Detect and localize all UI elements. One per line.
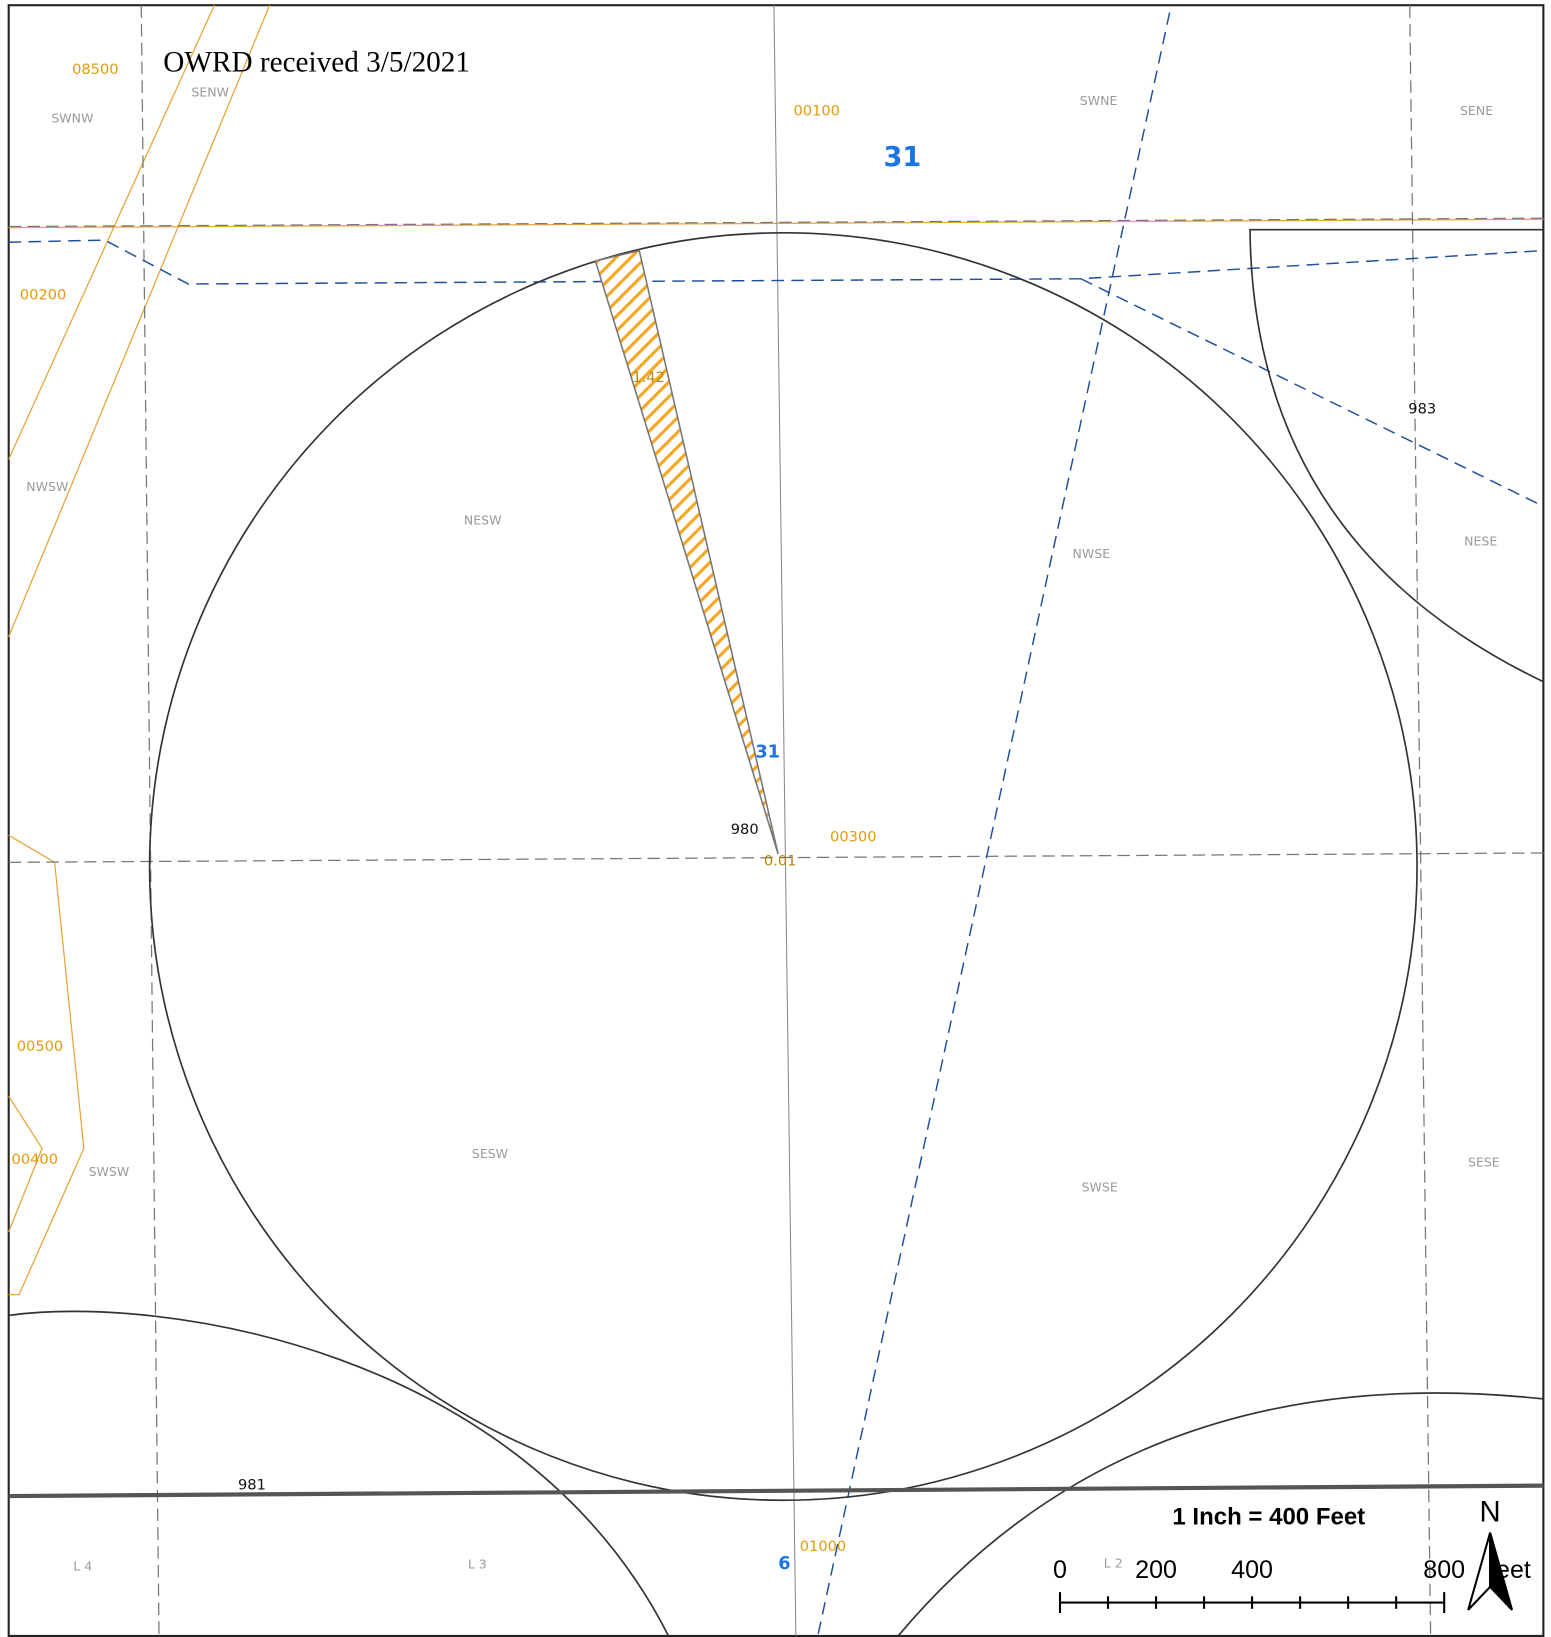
scale-bar [1058, 1592, 1446, 1613]
quarter-label: NWSE [1073, 546, 1111, 561]
quarter-label: L 4 [73, 1559, 92, 1574]
taxlot-label: 00100 [793, 103, 839, 120]
taxlot-label: 00400 [12, 1151, 58, 1168]
meridian-line [773, 5, 797, 1636]
quarter-label: NESW [464, 512, 502, 527]
taxlot-label: 00200 [20, 286, 66, 303]
quarter-label: L 2 [1104, 1555, 1123, 1570]
scale-tick-label: 800 [1423, 1556, 1465, 1584]
quarter-label: L 3 [468, 1556, 487, 1571]
taxlot-label: 08500 [72, 61, 118, 78]
section-label: 31 [755, 743, 780, 763]
taxlot-label: 00500 [17, 1038, 63, 1055]
north-label: N [1480, 1497, 1501, 1529]
section-lines [8, 5, 1544, 1636]
pivot-circles [8, 228, 1544, 1637]
scale-text: 1 Inch = 400 Feet [1172, 1503, 1365, 1530]
pivot-id: 980 [731, 821, 759, 838]
quarter-label: SWNE [1080, 93, 1118, 108]
section-label: 31 [883, 142, 921, 173]
county-line [8, 1483, 1544, 1499]
acreage-label: 1.42 [632, 369, 665, 386]
quarter-label: SWSW [89, 1164, 130, 1179]
quarter-label: SESW [472, 1146, 508, 1161]
place-of-use [594, 249, 779, 855]
taxlot-label: 01000 [800, 1538, 846, 1555]
frame [7, 4, 1545, 1637]
pivot-id: 981 [238, 1477, 266, 1494]
boundary-lines [8, 12, 1544, 1637]
acreage-label: 0.01 [764, 852, 797, 869]
quarter-label: SWSE [1082, 1180, 1118, 1195]
quarter-label: NESE [1464, 533, 1497, 548]
quarter-label: NWSW [26, 479, 68, 494]
quarter-label: SWNW [51, 111, 93, 126]
scale-tick-label: 200 [1135, 1556, 1177, 1584]
scale-tick-label: 0 [1053, 1556, 1067, 1584]
quarter-label: SENE [1460, 103, 1493, 118]
quarter-label: SENW [191, 84, 229, 99]
pivot-id: 983 [1408, 400, 1436, 417]
taxlot-lines [8, 4, 1544, 1296]
title: OWRD received 3/5/2021 [163, 46, 470, 78]
scale-tick-label: 400 [1231, 1556, 1273, 1584]
north-arrow [1467, 1532, 1514, 1611]
quarter-label: SESE [1468, 1155, 1500, 1170]
taxlot-label: 00300 [830, 828, 876, 845]
section-label: 6 [778, 1554, 790, 1574]
